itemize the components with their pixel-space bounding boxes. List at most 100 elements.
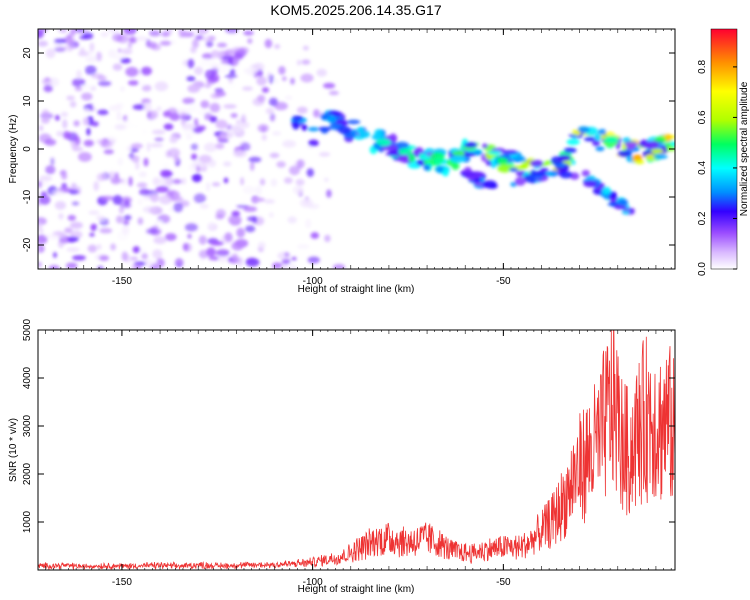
heatmap-noise-blob xyxy=(187,84,200,93)
heatmap-noise-blob xyxy=(318,152,331,157)
heatmap-noise-blob xyxy=(225,29,239,34)
y-tick-label: 5000 xyxy=(22,318,33,341)
heatmap-noise-blob xyxy=(210,50,221,58)
heatmap-noise-blob xyxy=(145,38,151,48)
heatmap-signal-blob xyxy=(617,150,632,157)
heatmap-noise-blob xyxy=(45,165,56,175)
heatmap-noise-blob xyxy=(96,173,106,182)
heatmap-noise-blob xyxy=(38,228,44,234)
heatmap-noise-blob xyxy=(245,225,256,233)
heatmap-noise-blob xyxy=(224,74,238,79)
heatmap-noise-blob xyxy=(239,121,250,129)
heatmap-noise-blob xyxy=(89,232,95,237)
heatmap-noise-blob xyxy=(189,103,200,113)
heatmap-noise-blob xyxy=(216,42,228,48)
heatmap-noise-blob xyxy=(238,194,250,203)
heatmap-noise-blob xyxy=(139,80,146,87)
heatmap-noise-blob xyxy=(40,29,48,32)
heatmap-noise-blob xyxy=(167,190,176,196)
heatmap-noise-blob xyxy=(128,176,133,187)
heatmap-noise-blob xyxy=(64,43,75,51)
heatmap-noise-blob xyxy=(190,46,197,54)
heatmap-signal-blob xyxy=(513,156,526,163)
heatmap-noise-blob xyxy=(250,64,261,69)
heatmap-noise-blob xyxy=(295,178,305,186)
heatmap-noise-blob xyxy=(153,236,167,244)
heatmap-noise-blob xyxy=(58,213,64,220)
heatmap-noise-blob xyxy=(207,221,215,229)
heatmap-signal-blob xyxy=(308,127,319,132)
heatmap-noise-blob xyxy=(54,46,66,53)
heatmap-noise-blob xyxy=(245,258,260,267)
heatmap-noise-blob xyxy=(247,68,256,76)
heatmap-signal-blob xyxy=(482,180,497,189)
heatmap-noise-blob xyxy=(264,199,275,204)
y-tick-label: -20 xyxy=(22,237,33,252)
heatmap-noise-blob xyxy=(276,161,286,168)
heatmap-noise-blob xyxy=(103,149,114,155)
heatmap-noise-blob xyxy=(118,206,125,214)
heatmap-signal-blob xyxy=(604,135,619,144)
heatmap-noise-blob xyxy=(150,262,160,269)
heatmap-noise-blob xyxy=(119,86,125,92)
heatmap-noise-blob xyxy=(116,111,122,121)
heatmap-noise-blob xyxy=(204,69,216,80)
heatmap-noise-blob xyxy=(181,123,196,131)
heatmap-noise-blob xyxy=(150,193,160,203)
heatmap-signal-blob xyxy=(583,180,597,188)
heatmap-noise-blob xyxy=(250,197,265,202)
heatmap-noise-blob xyxy=(67,214,77,221)
heatmap-noise-blob xyxy=(143,157,149,167)
heatmap-noise-blob xyxy=(257,69,264,77)
heatmap-noise-blob xyxy=(242,185,256,194)
heatmap-noise-blob xyxy=(231,124,242,135)
heatmap-signal-blob xyxy=(442,168,449,177)
y-tick-label: 20 xyxy=(22,47,33,59)
heatmap-noise-blob xyxy=(123,214,132,221)
heatmap-noise-blob xyxy=(141,84,152,92)
heatmap-signal-blob xyxy=(461,170,477,177)
heatmap-noise-blob xyxy=(52,190,65,196)
heatmap-noise-blob xyxy=(70,182,78,193)
heatmap-noise-blob xyxy=(38,148,44,154)
heatmap-noise-blob xyxy=(203,142,217,152)
heatmap-noise-blob xyxy=(64,227,73,234)
y-tick-label: 1000 xyxy=(22,510,33,533)
heatmap-noise-blob xyxy=(121,48,133,55)
heatmap-noise-blob xyxy=(215,249,230,257)
heatmap-noise-blob xyxy=(328,90,339,96)
heatmap-noise-blob xyxy=(290,77,295,85)
heatmap-noise-blob xyxy=(307,203,320,210)
heatmap-noise-blob xyxy=(121,251,128,262)
heatmap-noise-blob xyxy=(204,83,211,89)
heatmap-signal-blob xyxy=(338,125,351,135)
heatmap-noise-blob xyxy=(326,189,332,198)
heatmap-noise-blob xyxy=(154,137,164,142)
heatmap-noise-blob xyxy=(130,143,143,149)
heatmap-noise-blob xyxy=(48,77,60,87)
heatmap-signal-blob xyxy=(474,150,483,156)
heatmap-noise-blob xyxy=(107,135,119,142)
heatmap-noise-blob xyxy=(165,150,172,158)
colorbar-label: Normalized spectral amplitude xyxy=(739,81,750,216)
heatmap-noise-blob xyxy=(182,243,189,251)
heatmap-noise-blob xyxy=(252,216,258,224)
heatmap-noise-blob xyxy=(127,80,139,86)
heatmap-noise-blob xyxy=(87,244,98,253)
heatmap-noise-blob xyxy=(128,123,141,129)
heatmap-noise-blob xyxy=(62,119,68,129)
heatmap-noise-blob xyxy=(210,62,220,70)
heatmap-noise-blob xyxy=(199,203,209,209)
heatmap-noise-blob xyxy=(162,163,170,169)
heatmap-signal-blob xyxy=(327,115,337,124)
heatmap-noise-blob xyxy=(281,258,291,265)
heatmap-noise-blob xyxy=(180,31,195,38)
heatmap-noise-blob xyxy=(241,111,247,121)
heatmap-noise-blob xyxy=(169,135,178,144)
heatmap-noise-blob xyxy=(302,45,309,51)
heatmap-noise-blob xyxy=(73,120,80,127)
y-tick-label: 10 xyxy=(22,95,33,107)
heatmap-noise-blob xyxy=(180,114,191,121)
heatmap-noise-blob xyxy=(41,117,50,124)
heatmap-noise-blob xyxy=(85,65,97,76)
